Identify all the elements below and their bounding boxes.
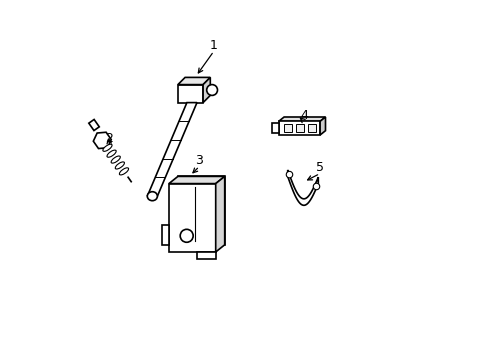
Ellipse shape (119, 168, 128, 175)
FancyBboxPatch shape (295, 124, 303, 132)
Polygon shape (147, 103, 197, 196)
Polygon shape (89, 120, 99, 131)
Polygon shape (287, 170, 318, 205)
Polygon shape (93, 132, 111, 149)
Polygon shape (178, 77, 210, 85)
Polygon shape (278, 117, 325, 121)
Ellipse shape (147, 192, 157, 201)
Ellipse shape (102, 144, 112, 151)
Polygon shape (203, 77, 210, 103)
Polygon shape (162, 225, 168, 245)
Circle shape (285, 171, 292, 178)
FancyBboxPatch shape (307, 124, 315, 132)
Circle shape (180, 229, 193, 242)
Text: 1: 1 (209, 39, 217, 51)
Circle shape (206, 85, 217, 95)
Ellipse shape (107, 150, 116, 157)
Ellipse shape (111, 156, 120, 163)
FancyBboxPatch shape (284, 124, 291, 132)
Polygon shape (168, 184, 215, 252)
Polygon shape (215, 176, 224, 252)
Circle shape (313, 183, 319, 190)
Polygon shape (178, 176, 224, 245)
Ellipse shape (115, 162, 124, 169)
Text: 4: 4 (299, 109, 307, 122)
Text: 2: 2 (105, 132, 113, 145)
Polygon shape (272, 123, 278, 133)
Text: 3: 3 (195, 154, 203, 167)
Polygon shape (178, 85, 203, 103)
Text: 5: 5 (315, 161, 324, 174)
Polygon shape (278, 121, 320, 135)
Polygon shape (168, 176, 224, 184)
Polygon shape (197, 252, 215, 259)
Polygon shape (320, 117, 325, 135)
